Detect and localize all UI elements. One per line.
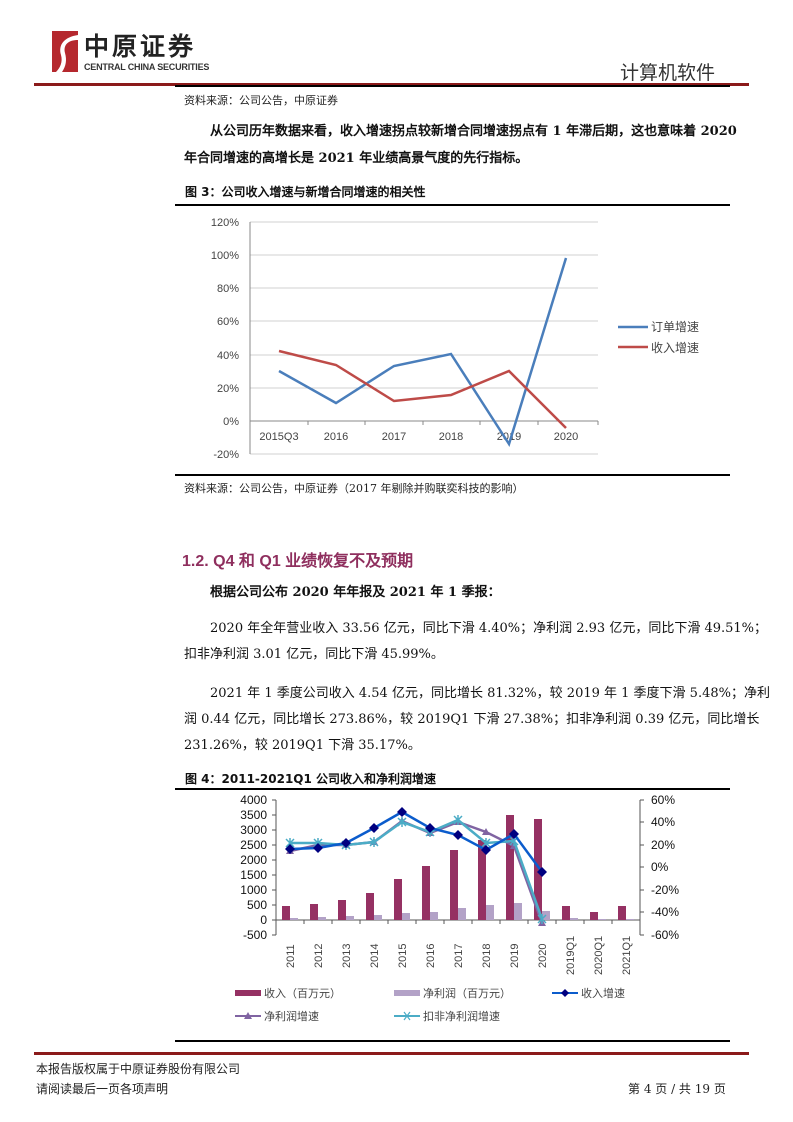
figure4-title: 图 4：2011-2021Q1 公司收入和净利润增速 bbox=[185, 772, 437, 786]
svg-text:收入增速: 收入增速 bbox=[581, 986, 625, 1000]
footer-copyright: 本报告版权属于中原证券股份有限公司 bbox=[36, 1062, 241, 1076]
figure3-source: 资料来源：公司公告，中原证券（2017 年剔除并购联奕科技的影响） bbox=[184, 482, 524, 495]
svg-text:净利润（百万元）: 净利润（百万元） bbox=[423, 986, 511, 1000]
svg-text:-40%: -40% bbox=[651, 905, 679, 919]
figure3-chart: 120% 100% 80% 60% 40% 20% 0% -20% 2015Q3… bbox=[211, 217, 699, 461]
section-heading: 1.2. Q4 和 Q1 业绩恢复不及预期 bbox=[182, 553, 414, 570]
svg-text:2021Q1: 2021Q1 bbox=[621, 936, 633, 975]
figure3-top-rule bbox=[175, 204, 730, 206]
svg-text:2017: 2017 bbox=[382, 431, 406, 443]
svg-text:-500: -500 bbox=[243, 928, 267, 942]
svg-text:1000: 1000 bbox=[240, 883, 267, 897]
figure4-revenue-bars bbox=[282, 815, 626, 920]
svg-text:2000: 2000 bbox=[240, 853, 267, 867]
svg-text:0%: 0% bbox=[651, 860, 669, 874]
figure3-series-revenue bbox=[278, 349, 567, 429]
svg-text:2018: 2018 bbox=[481, 944, 493, 968]
svg-text:2014: 2014 bbox=[369, 944, 381, 968]
top-source-note: 资料来源：公司公告，中原证券 bbox=[184, 94, 338, 107]
page-number: 第 4 页 / 共 19 页 bbox=[628, 1082, 726, 1096]
svg-text:3500: 3500 bbox=[240, 808, 267, 822]
logo-english: CENTRAL CHINA SECURITIES bbox=[84, 62, 210, 72]
svg-text:2016: 2016 bbox=[324, 431, 348, 443]
figure4-revenue-growth-markers bbox=[285, 807, 547, 877]
logo-mark-icon bbox=[52, 31, 78, 72]
figure4-x-ticks: 2011 2012 2013 2014 2015 2016 2017 2018 … bbox=[285, 936, 633, 975]
para2: 根据公司公布 2020 年年报及 2021 年 1 季报： bbox=[210, 585, 501, 600]
svg-text:订单增速: 订单增速 bbox=[651, 320, 699, 334]
svg-text:2015Q3: 2015Q3 bbox=[259, 431, 298, 443]
figure4-revenue-growth-line bbox=[289, 810, 544, 873]
svg-text:2018: 2018 bbox=[439, 431, 463, 443]
svg-text:2011: 2011 bbox=[285, 944, 297, 968]
svg-text:2012: 2012 bbox=[313, 944, 325, 968]
svg-text:2500: 2500 bbox=[240, 838, 267, 852]
figure4-legend: 收入（百万元） 净利润（百万元） 收入增速 净利润增速 扣非净利润增速 bbox=[235, 986, 625, 1023]
figure3-gridlines bbox=[250, 221, 598, 455]
svg-text:2020: 2020 bbox=[554, 431, 578, 443]
svg-text:2015: 2015 bbox=[397, 944, 409, 968]
para1-line1: 从公司历年数据来看，收入增速拐点较新增合同增速拐点有 1 年滞后期，这也意味着 … bbox=[210, 124, 737, 139]
figure4-top-rule bbox=[175, 788, 730, 790]
footer-rule bbox=[34, 1052, 749, 1055]
figure3-legend: 订单增速 收入增速 bbox=[618, 320, 699, 355]
svg-text:2016: 2016 bbox=[425, 944, 437, 968]
svg-text:收入（百万元）: 收入（百万元） bbox=[264, 986, 341, 1000]
svg-text:-20%: -20% bbox=[213, 449, 239, 461]
svg-text:2013: 2013 bbox=[341, 944, 353, 968]
para4-line2: 润 0.44 亿元，同比增长 273.86%，较 2019Q1 下滑 27.38… bbox=[184, 712, 760, 727]
figure3-y-ticks: 120% 100% 80% 60% 40% 20% 0% -20% bbox=[211, 217, 239, 461]
svg-text:-20%: -20% bbox=[651, 883, 679, 897]
svg-text:2017: 2017 bbox=[453, 944, 465, 968]
svg-text:2019: 2019 bbox=[509, 944, 521, 968]
figure3-bottom-rule bbox=[175, 474, 730, 476]
para4-line3: 231.26%，较 2019Q1 下滑 35.17%。 bbox=[184, 738, 421, 753]
figure4-netprofit-growth-line bbox=[289, 819, 544, 924]
para3-line2: 扣非净利润 3.01 亿元，同比下滑 45.99%。 bbox=[184, 647, 444, 662]
svg-text:2020Q1: 2020Q1 bbox=[593, 936, 605, 975]
figure3-x-ticks: 2015Q3 2016 2017 2018 2019 2020 bbox=[259, 431, 578, 443]
svg-text:1500: 1500 bbox=[240, 868, 267, 882]
logo-chinese: 中原证券 bbox=[84, 32, 197, 61]
header-rule bbox=[34, 83, 749, 86]
svg-text:120%: 120% bbox=[211, 217, 239, 229]
svg-text:60%: 60% bbox=[651, 793, 675, 807]
svg-text:20%: 20% bbox=[217, 383, 239, 395]
svg-text:4000: 4000 bbox=[240, 793, 267, 807]
para3-line1: 2020 年全年营业收入 33.56 亿元，同比下滑 4.40%；净利润 2.9… bbox=[210, 621, 768, 636]
svg-text:40%: 40% bbox=[217, 350, 239, 362]
industry-label: 计算机软件 bbox=[620, 62, 716, 84]
svg-text:3000: 3000 bbox=[240, 823, 267, 837]
figure4-right-ticks: 60% 40% 20% 0% -20% -40% -60% bbox=[651, 793, 679, 942]
svg-text:80%: 80% bbox=[217, 283, 239, 295]
para1-line2: 年合同增速的高增长是 2021 年业绩高景气度的先行指标。 bbox=[184, 151, 529, 166]
svg-text:2020: 2020 bbox=[537, 944, 549, 968]
svg-text:0%: 0% bbox=[223, 416, 239, 428]
figure4-deducted-growth-line bbox=[290, 818, 544, 920]
svg-text:2019Q1: 2019Q1 bbox=[565, 936, 577, 975]
para4-line1: 2021 年 1 季度公司收入 4.54 亿元，同比增长 81.32%，较 20… bbox=[210, 686, 770, 701]
svg-text:净利润增速: 净利润增速 bbox=[264, 1009, 319, 1023]
svg-text:100%: 100% bbox=[211, 250, 239, 262]
figure3-title: 图 3：公司收入增速与新增合同增速的相关性 bbox=[185, 185, 426, 199]
header-black-rule bbox=[175, 85, 730, 87]
svg-text:收入增速: 收入增速 bbox=[651, 341, 699, 355]
svg-text:40%: 40% bbox=[651, 815, 675, 829]
svg-text:500: 500 bbox=[247, 898, 267, 912]
svg-text:0: 0 bbox=[260, 913, 267, 927]
svg-text:20%: 20% bbox=[651, 838, 675, 852]
figure4-bottom-rule bbox=[175, 1040, 730, 1042]
footer-disclaimer: 请阅读最后一页各项声明 bbox=[36, 1082, 169, 1096]
figure3-series-orders bbox=[278, 257, 568, 447]
svg-text:-60%: -60% bbox=[651, 928, 679, 942]
svg-text:60%: 60% bbox=[217, 316, 239, 328]
svg-text:扣非净利润增速: 扣非净利润增速 bbox=[423, 1009, 500, 1023]
